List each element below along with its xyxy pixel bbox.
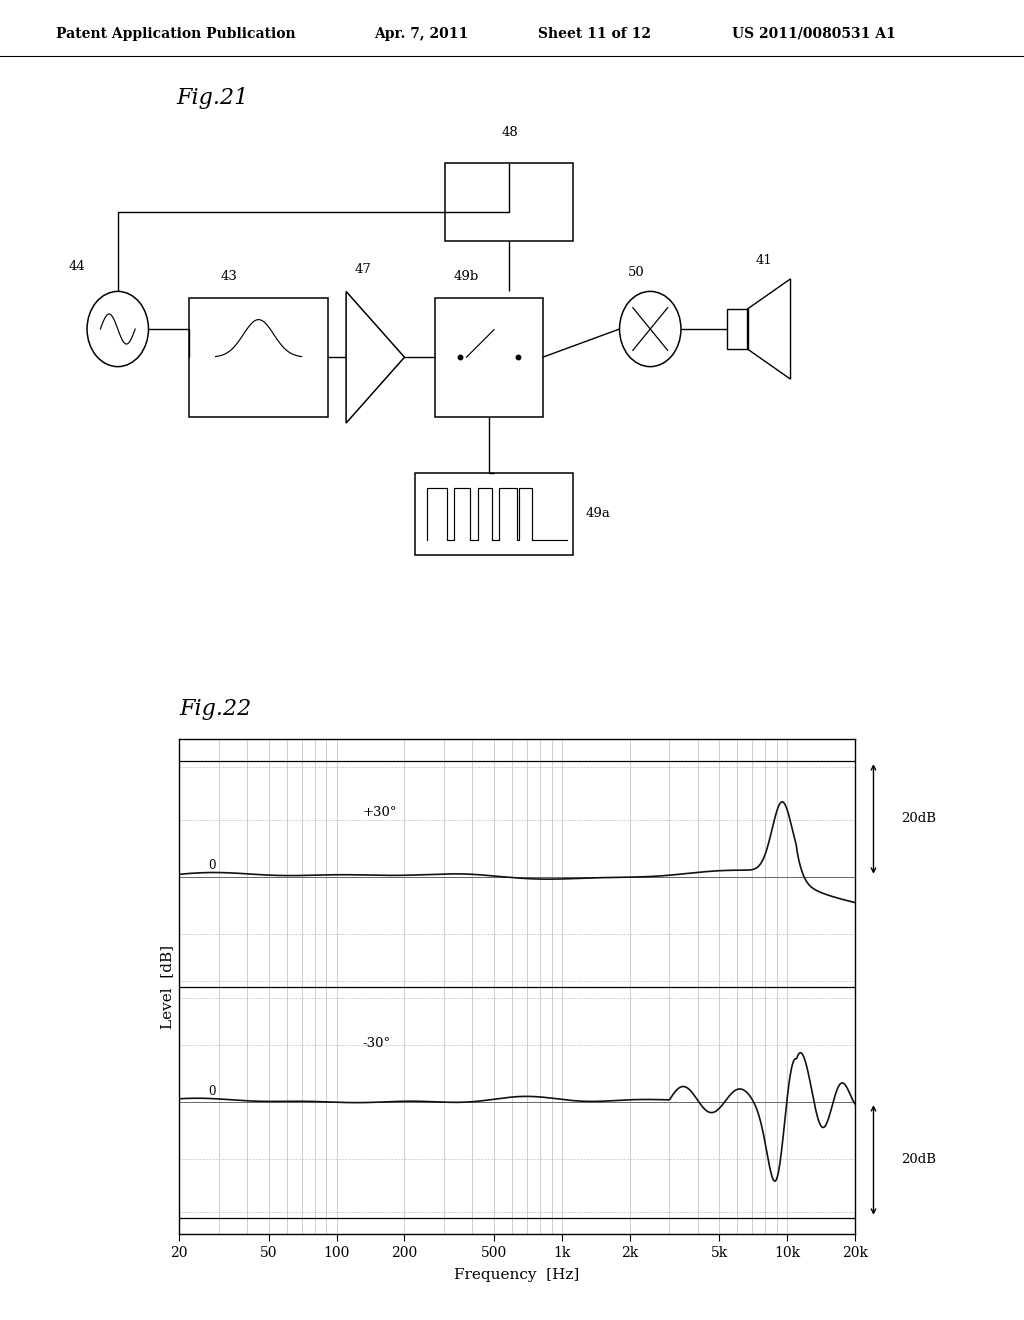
Text: 47: 47 (354, 263, 371, 276)
Text: 0: 0 (209, 1085, 216, 1098)
Text: Fig.22: Fig.22 (179, 698, 252, 721)
Text: US 2011/0080531 A1: US 2011/0080531 A1 (732, 26, 896, 41)
Text: 49b: 49b (454, 271, 479, 282)
Text: Fig.21: Fig.21 (176, 87, 249, 110)
Y-axis label: Level  [dB]: Level [dB] (160, 945, 174, 1028)
Text: +30°: +30° (362, 807, 397, 820)
Text: 20dB: 20dB (901, 812, 936, 825)
Bar (445, 164, 573, 242)
Bar (189, 298, 328, 417)
Text: Patent Application Publication: Patent Application Publication (56, 26, 296, 41)
Text: Apr. 7, 2011: Apr. 7, 2011 (374, 26, 468, 41)
Text: Sheet 11 of 12: Sheet 11 of 12 (538, 26, 650, 41)
Text: 49a: 49a (586, 507, 610, 520)
Text: -30°: -30° (362, 1038, 390, 1051)
Bar (415, 474, 573, 554)
Text: 0: 0 (209, 859, 216, 873)
Text: 48: 48 (501, 125, 518, 139)
Text: 50: 50 (628, 267, 644, 280)
X-axis label: Frequency  [Hz]: Frequency [Hz] (455, 1269, 580, 1282)
Bar (727, 309, 748, 348)
Text: 20dB: 20dB (901, 1154, 936, 1167)
Text: 43: 43 (220, 271, 237, 282)
Bar (435, 298, 543, 417)
Text: 44: 44 (69, 260, 85, 273)
Text: 41: 41 (756, 253, 772, 267)
